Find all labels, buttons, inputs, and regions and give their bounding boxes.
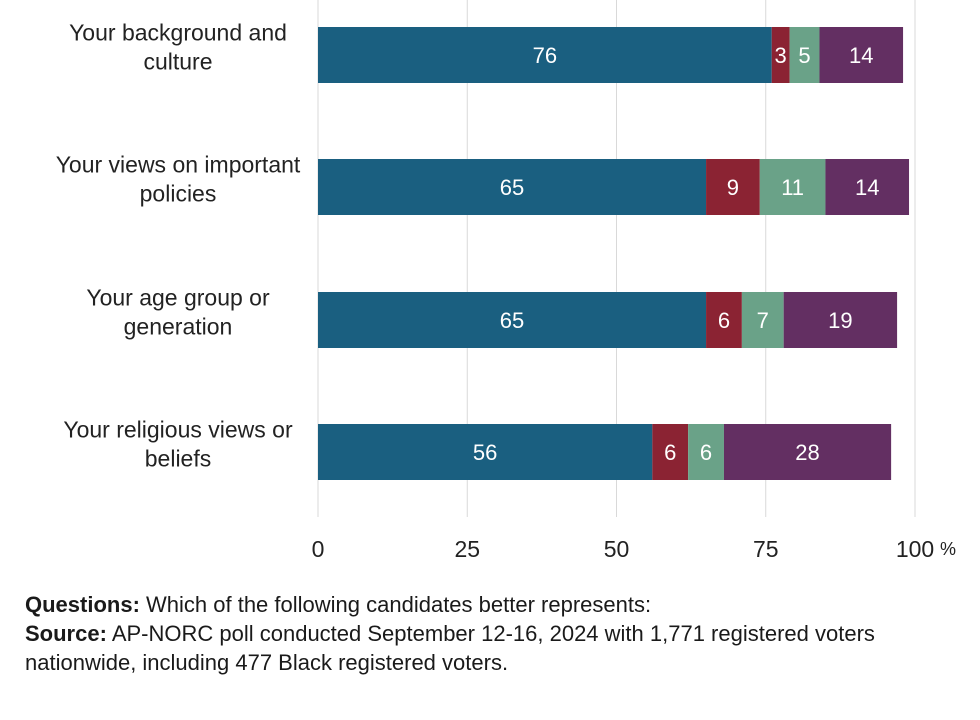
source-label: Source: — [25, 621, 107, 646]
questions-note: Questions: Which of the following candid… — [25, 590, 955, 619]
bar-value-label: 3 — [775, 43, 787, 68]
bar-value-label: 65 — [500, 308, 524, 333]
bar-segment — [652, 424, 689, 480]
bar-segment — [789, 27, 820, 83]
bar-value-label: 19 — [828, 308, 852, 333]
bar-value-label: 6 — [700, 440, 712, 465]
bar-value-label: 5 — [798, 43, 810, 68]
bar-segment — [741, 292, 784, 348]
bar-segment — [318, 292, 707, 348]
category-label: policies — [140, 181, 217, 207]
questions-text: Which of the following candidates better… — [139, 592, 652, 617]
bar-segment — [825, 159, 910, 215]
x-tick-label: 50 — [604, 536, 630, 562]
x-tick-label: 100 — [896, 536, 934, 562]
x-tick-label: 75 — [753, 536, 779, 562]
bar-value-label: 28 — [795, 440, 819, 465]
bar-value-label: 11 — [781, 175, 804, 200]
category-label: culture — [143, 49, 212, 75]
source-text: AP-NORC poll conducted September 12-16, … — [25, 621, 875, 675]
bar-segment — [318, 27, 772, 83]
bar-segment — [706, 292, 742, 348]
bar-value-label: 6 — [664, 440, 676, 465]
bar-value-label: 9 — [727, 175, 739, 200]
bar-value-label: 65 — [500, 175, 524, 200]
questions-label: Questions: — [25, 592, 140, 617]
bar-segment — [318, 159, 707, 215]
x-tick-label: 0 — [312, 536, 325, 562]
bar-value-label: 7 — [757, 308, 769, 333]
bar-value-label: 6 — [718, 308, 730, 333]
bar-segment — [783, 292, 898, 348]
bar-segment — [318, 424, 653, 480]
bar-value-label: 56 — [473, 440, 497, 465]
bar-value-label: 14 — [849, 43, 873, 68]
bar-segment — [759, 159, 826, 215]
bar-segment — [723, 424, 892, 480]
x-tick-label: 25 — [454, 536, 480, 562]
bar-value-label: 14 — [855, 175, 879, 200]
bar-value-label: 76 — [533, 43, 557, 68]
bar-segment — [688, 424, 724, 480]
bar-segment — [706, 159, 760, 215]
x-unit-label: % — [940, 539, 956, 559]
chart-footer: Questions: Which of the following candid… — [25, 590, 955, 677]
bar-segment — [771, 27, 790, 83]
source-note: Source: AP-NORC poll conducted September… — [25, 619, 955, 677]
category-label: Your age group or — [86, 285, 270, 311]
category-label: Your background and — [69, 20, 287, 46]
bar-segment — [819, 27, 904, 83]
category-label: Your views on important — [56, 152, 301, 178]
category-label: Your religious views or — [63, 417, 293, 443]
category-label: beliefs — [145, 446, 211, 472]
category-label: generation — [124, 314, 233, 340]
